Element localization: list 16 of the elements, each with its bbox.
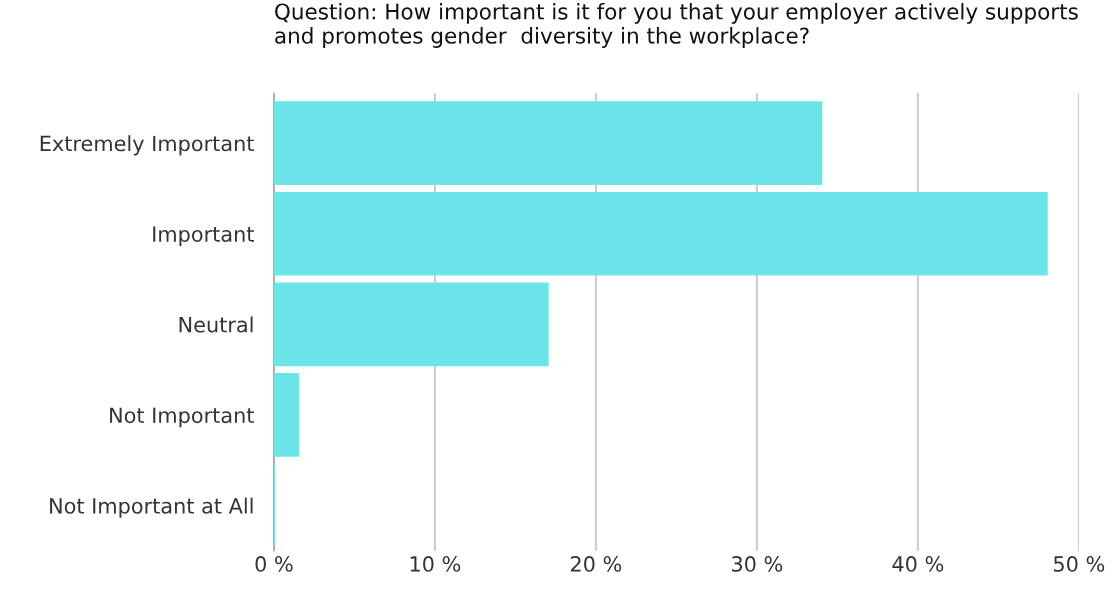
y-tick-label: Not Important bbox=[110, 407, 254, 428]
x-tick-label: 50 % bbox=[1054, 556, 1105, 572]
y-tick-label: Not Important at All bbox=[50, 497, 253, 518]
x-tick-label: 0 % bbox=[255, 556, 293, 572]
x-tick-label: 20 % bbox=[570, 556, 622, 572]
x-tick-label: 40 % bbox=[892, 556, 944, 572]
bar bbox=[273, 191, 1048, 276]
y-tick-label: Neutral bbox=[179, 316, 253, 333]
bar bbox=[273, 282, 549, 367]
bar bbox=[273, 373, 300, 457]
x-tick-label: 30 % bbox=[732, 556, 783, 572]
y-tick-label: Important bbox=[153, 226, 254, 246]
chart-title: Question: How important is it for you that your employer actively supports and promotes gender diversity in the workplace? bbox=[275, 3, 1078, 48]
x-tick-label: 10 % bbox=[410, 556, 461, 572]
y-tick-label: Extremely Important bbox=[40, 135, 254, 156]
bar bbox=[273, 101, 823, 185]
